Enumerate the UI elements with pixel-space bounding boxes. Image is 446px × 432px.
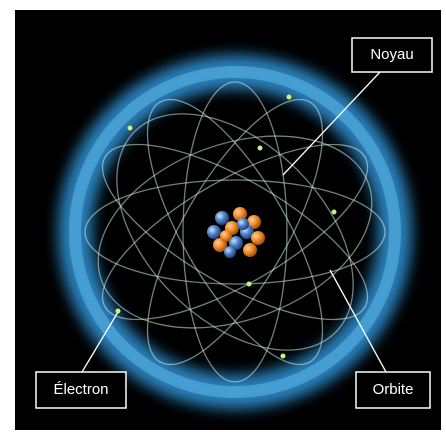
orbit [97,135,373,329]
orbit [101,143,369,321]
orbital-ring [69,66,401,398]
proton [247,215,261,229]
label-box [35,371,127,409]
orbit-label: Orbite [373,381,414,398]
orbit [84,179,386,285]
proton [220,230,232,242]
leader-line [81,311,119,373]
orbit [182,81,288,383]
neutron [237,218,249,230]
electron [115,308,121,314]
electron-label: Électron [53,381,108,398]
proton [251,231,265,245]
orbit [146,98,324,366]
nucleus [207,207,265,258]
electron [246,281,252,287]
electrons [115,94,337,359]
electron [280,353,286,359]
electron [127,125,133,131]
electron [257,145,263,151]
orbits [84,81,386,383]
label-box [355,371,431,409]
leader-line [282,71,381,176]
orbit [101,143,369,321]
neutron [224,246,236,258]
neutron [207,225,221,239]
electron [331,209,337,215]
orbit [146,98,324,366]
orbit [116,113,354,351]
proton [243,243,257,257]
electron [286,94,292,100]
proton [213,238,227,252]
proton [233,207,247,221]
label-box [351,37,433,73]
leader-line [329,269,387,373]
nucleus-label: Noyau [370,46,413,63]
neutron [229,236,243,250]
neutron [215,211,229,225]
